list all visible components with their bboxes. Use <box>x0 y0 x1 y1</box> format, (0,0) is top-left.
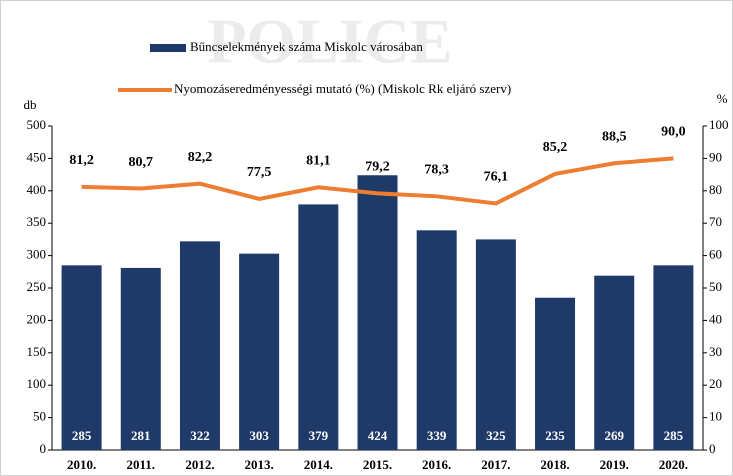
y-tick-label: 350 <box>27 214 47 229</box>
x-tick-label: 2011. <box>126 457 155 472</box>
bar-value-label: 424 <box>368 428 388 443</box>
y2-tick-label: 10 <box>709 409 722 424</box>
x-tick-label: 2010. <box>67 457 96 472</box>
line-value-label: 78,3 <box>424 163 449 178</box>
legend-label: Bűncselekmények száma Miskolc városában <box>190 39 423 54</box>
line-value-label: 76,1 <box>484 170 509 185</box>
y2-tick-label: 100 <box>709 117 729 132</box>
y-tick-label: 100 <box>27 376 47 391</box>
y2-tick-label: 70 <box>709 214 722 229</box>
line-value-label: 81,2 <box>69 153 94 168</box>
line-value-label: 88,5 <box>602 129 627 144</box>
chart: POLICE db % 0501001502002503003504004505… <box>0 0 733 476</box>
bar-value-label: 285 <box>72 428 92 443</box>
bar-value-label: 379 <box>309 428 329 443</box>
bar-value-label: 281 <box>131 428 151 443</box>
y2-tick-label: 20 <box>709 376 722 391</box>
y2-tick-label: 50 <box>709 279 722 294</box>
bar-value-label: 303 <box>249 428 269 443</box>
y-tick-label: 500 <box>27 117 47 132</box>
y2-tick-label: 60 <box>709 247 722 262</box>
line-value-label: 79,2 <box>365 160 390 175</box>
line-value-label: 77,5 <box>247 165 272 180</box>
y2-tick-label: 90 <box>709 149 722 164</box>
legend-marker <box>150 44 186 52</box>
x-tick-label: 2014. <box>304 457 333 472</box>
line-value-label: 82,2 <box>188 150 213 165</box>
line-value-label: 81,1 <box>306 153 331 168</box>
y-axis-label: db <box>24 97 37 112</box>
bar-value-label: 235 <box>545 428 565 443</box>
bar <box>476 239 516 450</box>
line-value-label: 80,7 <box>129 155 154 170</box>
y2-tick-label: 30 <box>709 344 722 359</box>
y-tick-label: 150 <box>27 344 47 359</box>
y-tick-label: 50 <box>33 409 46 424</box>
x-tick-label: 2013. <box>245 457 274 472</box>
bar-value-label: 339 <box>427 428 447 443</box>
x-tick-label: 2012. <box>185 457 214 472</box>
bar <box>239 254 279 450</box>
y2-tick-label: 0 <box>709 441 716 456</box>
bar <box>358 175 398 450</box>
bar-value-label: 269 <box>604 428 624 443</box>
y-tick-label: 250 <box>27 279 47 294</box>
bar <box>180 241 220 450</box>
y2-tick-label: 80 <box>709 182 722 197</box>
bar-value-label: 285 <box>664 428 684 443</box>
x-tick-label: 2020. <box>659 457 688 472</box>
line-value-label: 85,2 <box>543 140 568 155</box>
bar <box>298 204 338 450</box>
y-tick-label: 450 <box>27 149 47 164</box>
x-tick-label: 2018. <box>540 457 569 472</box>
x-tick-label: 2017. <box>481 457 510 472</box>
bar <box>594 276 634 450</box>
line-value-label: 90,0 <box>661 125 686 140</box>
x-tick-label: 2016. <box>422 457 451 472</box>
y-tick-label: 400 <box>27 182 47 197</box>
x-tick-label: 2019. <box>600 457 629 472</box>
y-tick-label: 300 <box>27 247 47 262</box>
legend-label: Nyomozáseredményességi mutató (%) (Misko… <box>174 81 511 96</box>
y-tick-label: 200 <box>27 311 47 326</box>
bar <box>121 268 161 450</box>
bar <box>62 265 102 450</box>
bar <box>417 230 457 450</box>
y2-axis-label: % <box>717 91 728 106</box>
bar-value-label: 322 <box>190 428 210 443</box>
y-tick-label: 0 <box>40 441 47 456</box>
bar-value-label: 325 <box>486 428 506 443</box>
x-tick-label: 2015. <box>363 457 392 472</box>
y2-tick-label: 40 <box>709 311 722 326</box>
bar <box>653 265 693 450</box>
